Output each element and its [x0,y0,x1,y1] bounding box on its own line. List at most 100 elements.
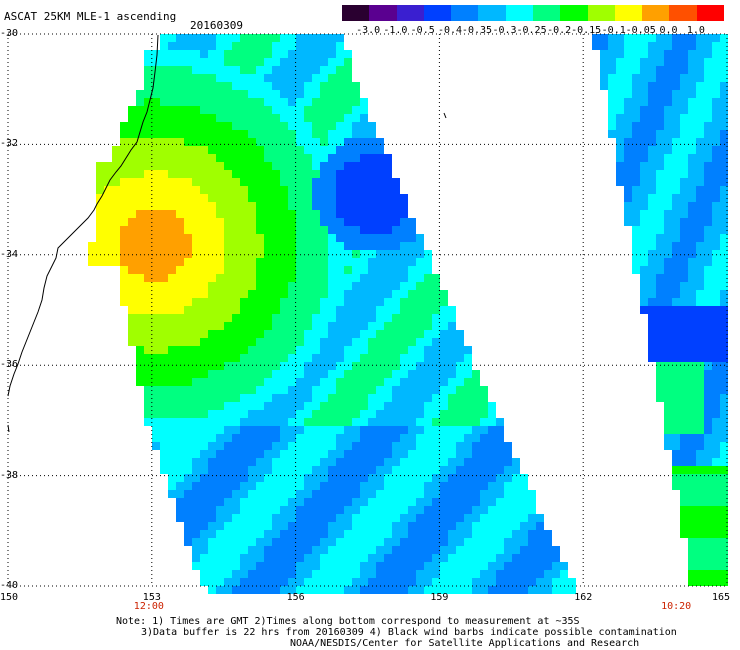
wind-cell [304,266,312,274]
wind-cell [304,194,312,202]
wind-cell [248,290,256,298]
wind-cell [376,338,384,346]
wind-cell [304,234,312,242]
wind-cell [152,226,160,234]
wind-cell [616,130,624,138]
wind-cell [656,330,664,338]
wind-cell [224,322,232,330]
wind-cell [312,130,320,138]
wind-cell [128,122,136,130]
wind-cell [640,242,648,250]
wind-cell [432,442,440,450]
wind-cell [432,330,440,338]
wind-cell [128,226,136,234]
wind-cell [664,394,672,402]
wind-cell [416,290,424,298]
wind-cell [216,498,224,506]
wind-cell [648,306,656,314]
wind-cell [608,98,616,106]
wind-cell [304,498,312,506]
wind-cell [416,370,424,378]
wind-cell [344,162,352,170]
wind-cell [264,98,272,106]
wind-cell [320,530,328,538]
wind-cell [200,274,208,282]
wind-cell [304,522,312,530]
color-scale-label: -0.4 [437,25,463,36]
wind-cell [336,90,344,98]
wind-cell [384,426,392,434]
wind-cell [160,418,168,426]
wind-cell [680,58,688,66]
wind-cell [232,226,240,234]
wind-cell [256,306,264,314]
wind-cell [712,538,720,546]
wind-cell [416,570,424,578]
wind-cell [376,482,384,490]
wind-cell [264,426,272,434]
wind-cell [328,210,336,218]
wind-cell [688,250,696,258]
wind-cell [360,394,368,402]
wind-cell [632,170,640,178]
wind-cell [688,90,696,98]
wind-cell [696,546,704,554]
wind-cell [456,434,464,442]
wind-cell [272,186,280,194]
wind-cell [224,474,232,482]
wind-cell [256,186,264,194]
wind-cell [376,274,384,282]
wind-cell [416,522,424,530]
wind-cell [304,242,312,250]
wind-cell [272,338,280,346]
wind-cell [680,210,688,218]
wind-cell [672,170,680,178]
wind-cell [656,394,664,402]
wind-cell [152,194,160,202]
wind-cell [304,362,312,370]
wind-cell [448,434,456,442]
wind-cell [624,130,632,138]
wind-cell [144,194,152,202]
wind-cell [384,570,392,578]
wind-cell [168,370,176,378]
wind-cell [224,426,232,434]
wind-cell [352,346,360,354]
wind-cell [496,418,504,426]
wind-cell [640,282,648,290]
wind-cell [120,218,128,226]
wind-cell [504,442,512,450]
wind-cell [392,274,400,282]
wind-cell [376,170,384,178]
wind-cell [192,402,200,410]
wind-cell [352,242,360,250]
wind-cell [392,234,400,242]
wind-cell [328,562,336,570]
wind-cell [712,338,720,346]
wind-cell [256,58,264,66]
wind-cell [512,474,520,482]
wind-cell [632,266,640,274]
wind-cell [704,234,712,242]
wind-cell [296,234,304,242]
wind-cell [696,514,704,522]
wind-cell [248,106,256,114]
wind-cell [336,106,344,114]
wind-cell [664,322,672,330]
wind-cell [136,354,144,362]
wind-cell [248,170,256,178]
wind-cell [208,562,216,570]
wind-cell [136,106,144,114]
wind-cell [312,538,320,546]
wind-cell [304,130,312,138]
wind-cell [424,546,432,554]
wind-cell [224,410,232,418]
wind-cell [224,98,232,106]
wind-cell [232,290,240,298]
wind-cell [376,138,384,146]
wind-cell [656,274,664,282]
wind-cell [344,338,352,346]
wind-cell [176,298,184,306]
wind-cell [416,482,424,490]
wind-cell [256,490,264,498]
